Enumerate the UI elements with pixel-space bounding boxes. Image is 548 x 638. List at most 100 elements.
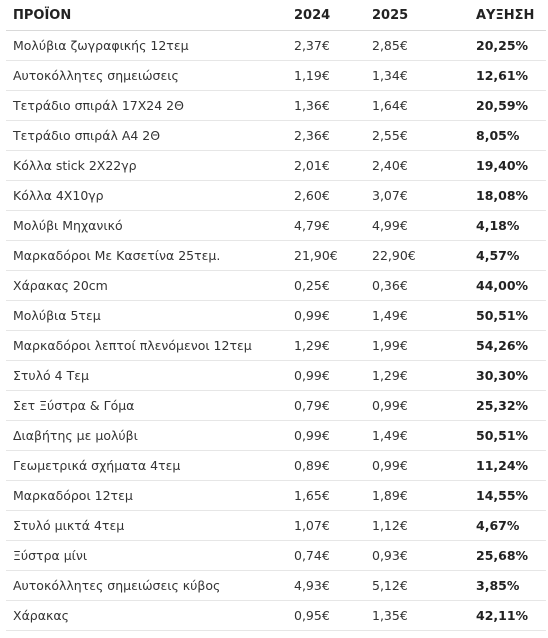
increase-cell: 25,68% [469,540,546,571]
product-cell: Μολύβι Μηχανικό [6,210,287,241]
product-cell: Διαβήτης με μολύβι [6,420,287,451]
price-2025-cell: 3,07€ [365,180,469,211]
price-2024-cell: 1,29€ [287,330,365,361]
product-cell: Ξύστρα μίνι [6,540,287,571]
increase-cell: 3,85% [469,570,546,601]
table-row: Μολύβια 5τεμ 0,99€ 1,49€ 50,51% [6,300,546,331]
table-row: Μαρκαδόροι 12τεμ 1,65€ 1,89€ 14,55% [6,480,546,511]
increase-cell: 18,08% [469,180,546,211]
price-2025-cell: 1,89€ [365,480,469,511]
table-row: Χάρακας 0,95€ 1,35€ 42,11% [6,600,546,631]
price-2025-cell: 5,12€ [365,570,469,601]
product-cell: Τετράδιο σπιράλ 17Χ24 2Θ [6,90,287,121]
increase-cell: 14,55% [469,480,546,511]
price-2024-cell: 1,65€ [287,480,365,511]
product-cell: Χάρακας [6,600,287,631]
increase-cell: 4,67% [469,510,546,541]
increase-cell: 42,11% [469,600,546,631]
product-cell: Μολύβια ζωγραφικής 12τεμ [6,30,287,61]
price-2024-cell: 1,19€ [287,60,365,91]
product-cell: Μολύβια 5τεμ [6,300,287,331]
table-row: Αυτοκόλλητες σημειώσεις κύβος 4,93€ 5,12€ 3… [6,570,546,601]
price-2024-cell: 4,93€ [287,570,365,601]
table-row: Μαρκαδόροι Με Κασετίνα 25τεμ. 21,90€ 22,90… [6,240,546,271]
table-row: Τετράδιο σπιράλ Α4 2Θ 2,36€ 2,55€ 8,05% [6,120,546,151]
price-2025-cell: 2,55€ [365,120,469,151]
table-row: Μαρκαδόροι λεπτοί πλενόμενοι 12τεμ 1,29€ 1… [6,330,546,361]
product-cell: Γεωμετρικά σχήματα 4τεμ [6,450,287,481]
product-cell: Μαρκαδόροι λεπτοί πλενόμενοι 12τεμ [6,330,287,361]
increase-cell: 30,30% [469,360,546,391]
price-2025-cell: 0,93€ [365,540,469,571]
price-2024-cell: 2,60€ [287,180,365,211]
price-2024-cell: 0,99€ [287,300,365,331]
price-2024-cell: 0,79€ [287,390,365,421]
price-2024-cell: 0,99€ [287,360,365,391]
table-row: Μολύβι Μηχανικό 4,79€ 4,99€ 4,18% [6,210,546,241]
column-header-product: ΠΡΟΪΟΝ [6,0,287,31]
price-2024-cell: 21,90€ [287,240,365,271]
product-cell: Μαρκαδόροι 12τεμ [6,480,287,511]
table-row: Μολύβια ζωγραφικής 12τεμ 2,37€ 2,85€ 20,25% [6,30,546,61]
price-2024-cell: 2,01€ [287,150,365,181]
table-row: Σετ Ξύστρα & Γόμα 0,79€ 0,99€ 25,32% [6,390,546,421]
price-2025-cell: 1,35€ [365,600,469,631]
table-body: Μολύβια ζωγραφικής 12τεμ 2,37€ 2,85€ 20,25%… [6,30,546,631]
price-2025-cell: 1,34€ [365,60,469,91]
product-cell: Στυλό μικτά 4τεμ [6,510,287,541]
price-2024-cell: 0,95€ [287,600,365,631]
table-row: Διαβήτης με μολύβι 0,99€ 1,49€ 50,51% [6,420,546,451]
price-2024-cell: 0,25€ [287,270,365,301]
column-header-increase: ΑΥΞΗΣΗ [469,0,546,31]
table-row: Χάρακας 20cm 0,25€ 0,36€ 44,00% [6,270,546,301]
column-header-2025: 2025 [365,0,469,31]
table-row: Κόλλα 4Χ10γρ 2,60€ 3,07€ 18,08% [6,180,546,211]
price-2024-cell: 1,36€ [287,90,365,121]
price-2025-cell: 2,85€ [365,30,469,61]
increase-cell: 44,00% [469,270,546,301]
price-2025-cell: 22,90€ [365,240,469,271]
product-cell: Αυτοκόλλητες σημειώσεις [6,60,287,91]
price-2025-cell: 1,49€ [365,300,469,331]
table-header: ΠΡΟΪΟΝ 2024 2025 ΑΥΞΗΣΗ [6,0,546,31]
increase-cell: 50,51% [469,420,546,451]
price-2025-cell: 2,40€ [365,150,469,181]
increase-cell: 11,24% [469,450,546,481]
product-cell: Σετ Ξύστρα & Γόμα [6,390,287,421]
increase-cell: 50,51% [469,300,546,331]
price-2025-cell: 4,99€ [365,210,469,241]
table-row: Αυτοκόλλητες σημειώσεις 1,19€ 1,34€ 12,61% [6,60,546,91]
price-2025-cell: 0,99€ [365,450,469,481]
price-2025-cell: 1,99€ [365,330,469,361]
increase-cell: 12,61% [469,60,546,91]
product-cell: Κόλλα 4Χ10γρ [6,180,287,211]
increase-cell: 19,40% [469,150,546,181]
price-2025-cell: 1,29€ [365,360,469,391]
table-row: Στυλό 4 Τεμ 0,99€ 1,29€ 30,30% [6,360,546,391]
increase-cell: 8,05% [469,120,546,151]
increase-cell: 54,26% [469,330,546,361]
table-row: Κόλλα stick 2Χ22γρ 2,01€ 2,40€ 19,40% [6,150,546,181]
price-2024-cell: 2,37€ [287,30,365,61]
price-2024-cell: 4,79€ [287,210,365,241]
price-2025-cell: 1,12€ [365,510,469,541]
price-2024-cell: 0,89€ [287,450,365,481]
price-2025-cell: 0,36€ [365,270,469,301]
header-row: ΠΡΟΪΟΝ 2024 2025 ΑΥΞΗΣΗ [6,0,546,31]
increase-cell: 4,57% [469,240,546,271]
price-2024-cell: 1,07€ [287,510,365,541]
product-cell: Στυλό 4 Τεμ [6,360,287,391]
product-cell: Τετράδιο σπιράλ Α4 2Θ [6,120,287,151]
column-header-2024: 2024 [287,0,365,31]
product-cell: Κόλλα stick 2Χ22γρ [6,150,287,181]
price-2025-cell: 1,49€ [365,420,469,451]
increase-cell: 25,32% [469,390,546,421]
price-2025-cell: 1,64€ [365,90,469,121]
table-row: Γεωμετρικά σχήματα 4τεμ 0,89€ 0,99€ 11,24% [6,450,546,481]
increase-cell: 20,25% [469,30,546,61]
price-2024-cell: 0,74€ [287,540,365,571]
increase-cell: 4,18% [469,210,546,241]
price-2025-cell: 0,99€ [365,390,469,421]
product-cell: Χάρακας 20cm [6,270,287,301]
table-row: Στυλό μικτά 4τεμ 1,07€ 1,12€ 4,67% [6,510,546,541]
